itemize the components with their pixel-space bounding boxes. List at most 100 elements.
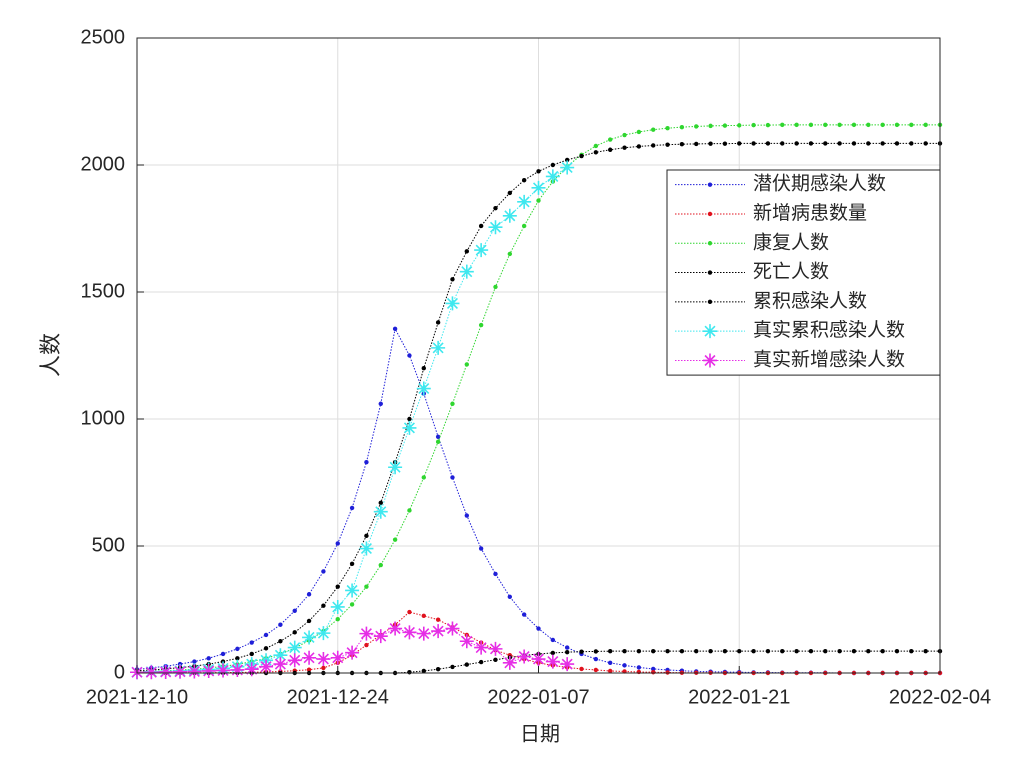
marker bbox=[464, 662, 470, 667]
marker bbox=[694, 141, 699, 147]
marker bbox=[679, 141, 685, 147]
marker bbox=[507, 251, 513, 257]
marker bbox=[435, 320, 441, 325]
marker bbox=[579, 666, 584, 672]
marker bbox=[521, 223, 527, 229]
marker bbox=[579, 153, 584, 159]
marker bbox=[273, 657, 288, 672]
marker bbox=[464, 249, 470, 254]
marker bbox=[292, 630, 297, 635]
marker bbox=[651, 670, 656, 675]
marker bbox=[794, 141, 799, 146]
marker bbox=[349, 602, 355, 607]
marker bbox=[235, 656, 240, 661]
marker bbox=[445, 296, 460, 311]
marker bbox=[593, 667, 599, 673]
marker bbox=[894, 648, 900, 654]
marker bbox=[330, 650, 345, 665]
marker bbox=[431, 340, 446, 355]
marker bbox=[359, 541, 374, 556]
marker bbox=[851, 122, 857, 128]
marker bbox=[502, 655, 517, 670]
marker bbox=[450, 475, 455, 480]
marker bbox=[459, 634, 474, 649]
marker bbox=[651, 648, 656, 654]
legend-marker bbox=[707, 299, 713, 305]
y-tick-label: 500 bbox=[92, 534, 125, 556]
marker bbox=[431, 624, 446, 639]
marker bbox=[765, 141, 771, 146]
marker bbox=[263, 646, 269, 651]
marker bbox=[550, 162, 556, 168]
marker bbox=[187, 664, 202, 679]
marker bbox=[445, 621, 460, 636]
legend-label: 康复人数 bbox=[753, 231, 829, 253]
marker bbox=[392, 537, 398, 542]
marker bbox=[531, 180, 546, 195]
marker bbox=[220, 651, 226, 657]
marker bbox=[402, 420, 417, 435]
marker bbox=[244, 662, 259, 677]
marker bbox=[808, 122, 814, 128]
x-tick-label: 2021-12-10 bbox=[86, 686, 188, 708]
marker bbox=[808, 648, 814, 654]
marker bbox=[435, 439, 441, 445]
marker bbox=[478, 546, 484, 551]
marker bbox=[493, 571, 498, 577]
marker bbox=[278, 639, 283, 644]
marker bbox=[263, 632, 269, 638]
marker bbox=[521, 612, 527, 617]
x-tick-label: 2021-12-24 bbox=[287, 686, 389, 708]
legend-marker bbox=[703, 324, 717, 339]
marker bbox=[550, 650, 556, 656]
marker bbox=[450, 277, 455, 282]
marker bbox=[622, 648, 627, 654]
legend: 潜伏期感染人数新增病患数量康复人数死亡人数累积感染人数真实累积感染人数真实新增感… bbox=[666, 169, 941, 376]
marker bbox=[388, 460, 403, 475]
marker bbox=[235, 646, 240, 652]
marker bbox=[808, 141, 814, 146]
legend-marker bbox=[707, 211, 713, 217]
marker bbox=[593, 656, 599, 662]
marker bbox=[564, 645, 570, 650]
marker bbox=[823, 141, 828, 146]
marker bbox=[249, 651, 254, 657]
marker bbox=[206, 656, 211, 661]
marker bbox=[421, 475, 426, 480]
marker bbox=[880, 141, 885, 146]
marker bbox=[694, 648, 699, 654]
marker bbox=[345, 645, 360, 660]
legend-marker bbox=[707, 182, 713, 187]
marker bbox=[722, 141, 728, 146]
marker bbox=[765, 122, 771, 128]
marker bbox=[722, 123, 728, 128]
marker bbox=[416, 381, 431, 396]
marker bbox=[416, 626, 431, 641]
marker bbox=[665, 142, 670, 147]
marker bbox=[636, 669, 642, 675]
marker bbox=[794, 122, 799, 128]
marker bbox=[651, 666, 656, 672]
marker bbox=[751, 648, 756, 654]
marker bbox=[459, 264, 474, 279]
marker bbox=[488, 220, 503, 235]
marker bbox=[216, 663, 231, 678]
marker bbox=[536, 626, 541, 631]
marker bbox=[521, 178, 527, 183]
marker bbox=[421, 668, 426, 674]
marker bbox=[765, 648, 771, 654]
marker bbox=[330, 599, 345, 614]
marker bbox=[373, 629, 388, 644]
y-tick-label: 2000 bbox=[81, 153, 126, 175]
marker bbox=[364, 459, 369, 465]
marker bbox=[837, 648, 842, 654]
marker bbox=[560, 657, 575, 672]
marker bbox=[607, 648, 613, 654]
marker bbox=[302, 650, 317, 665]
marker bbox=[517, 649, 532, 664]
marker bbox=[488, 641, 503, 656]
marker bbox=[909, 141, 914, 146]
legend-label: 潜伏期感染人数 bbox=[753, 173, 886, 195]
marker bbox=[435, 617, 441, 622]
